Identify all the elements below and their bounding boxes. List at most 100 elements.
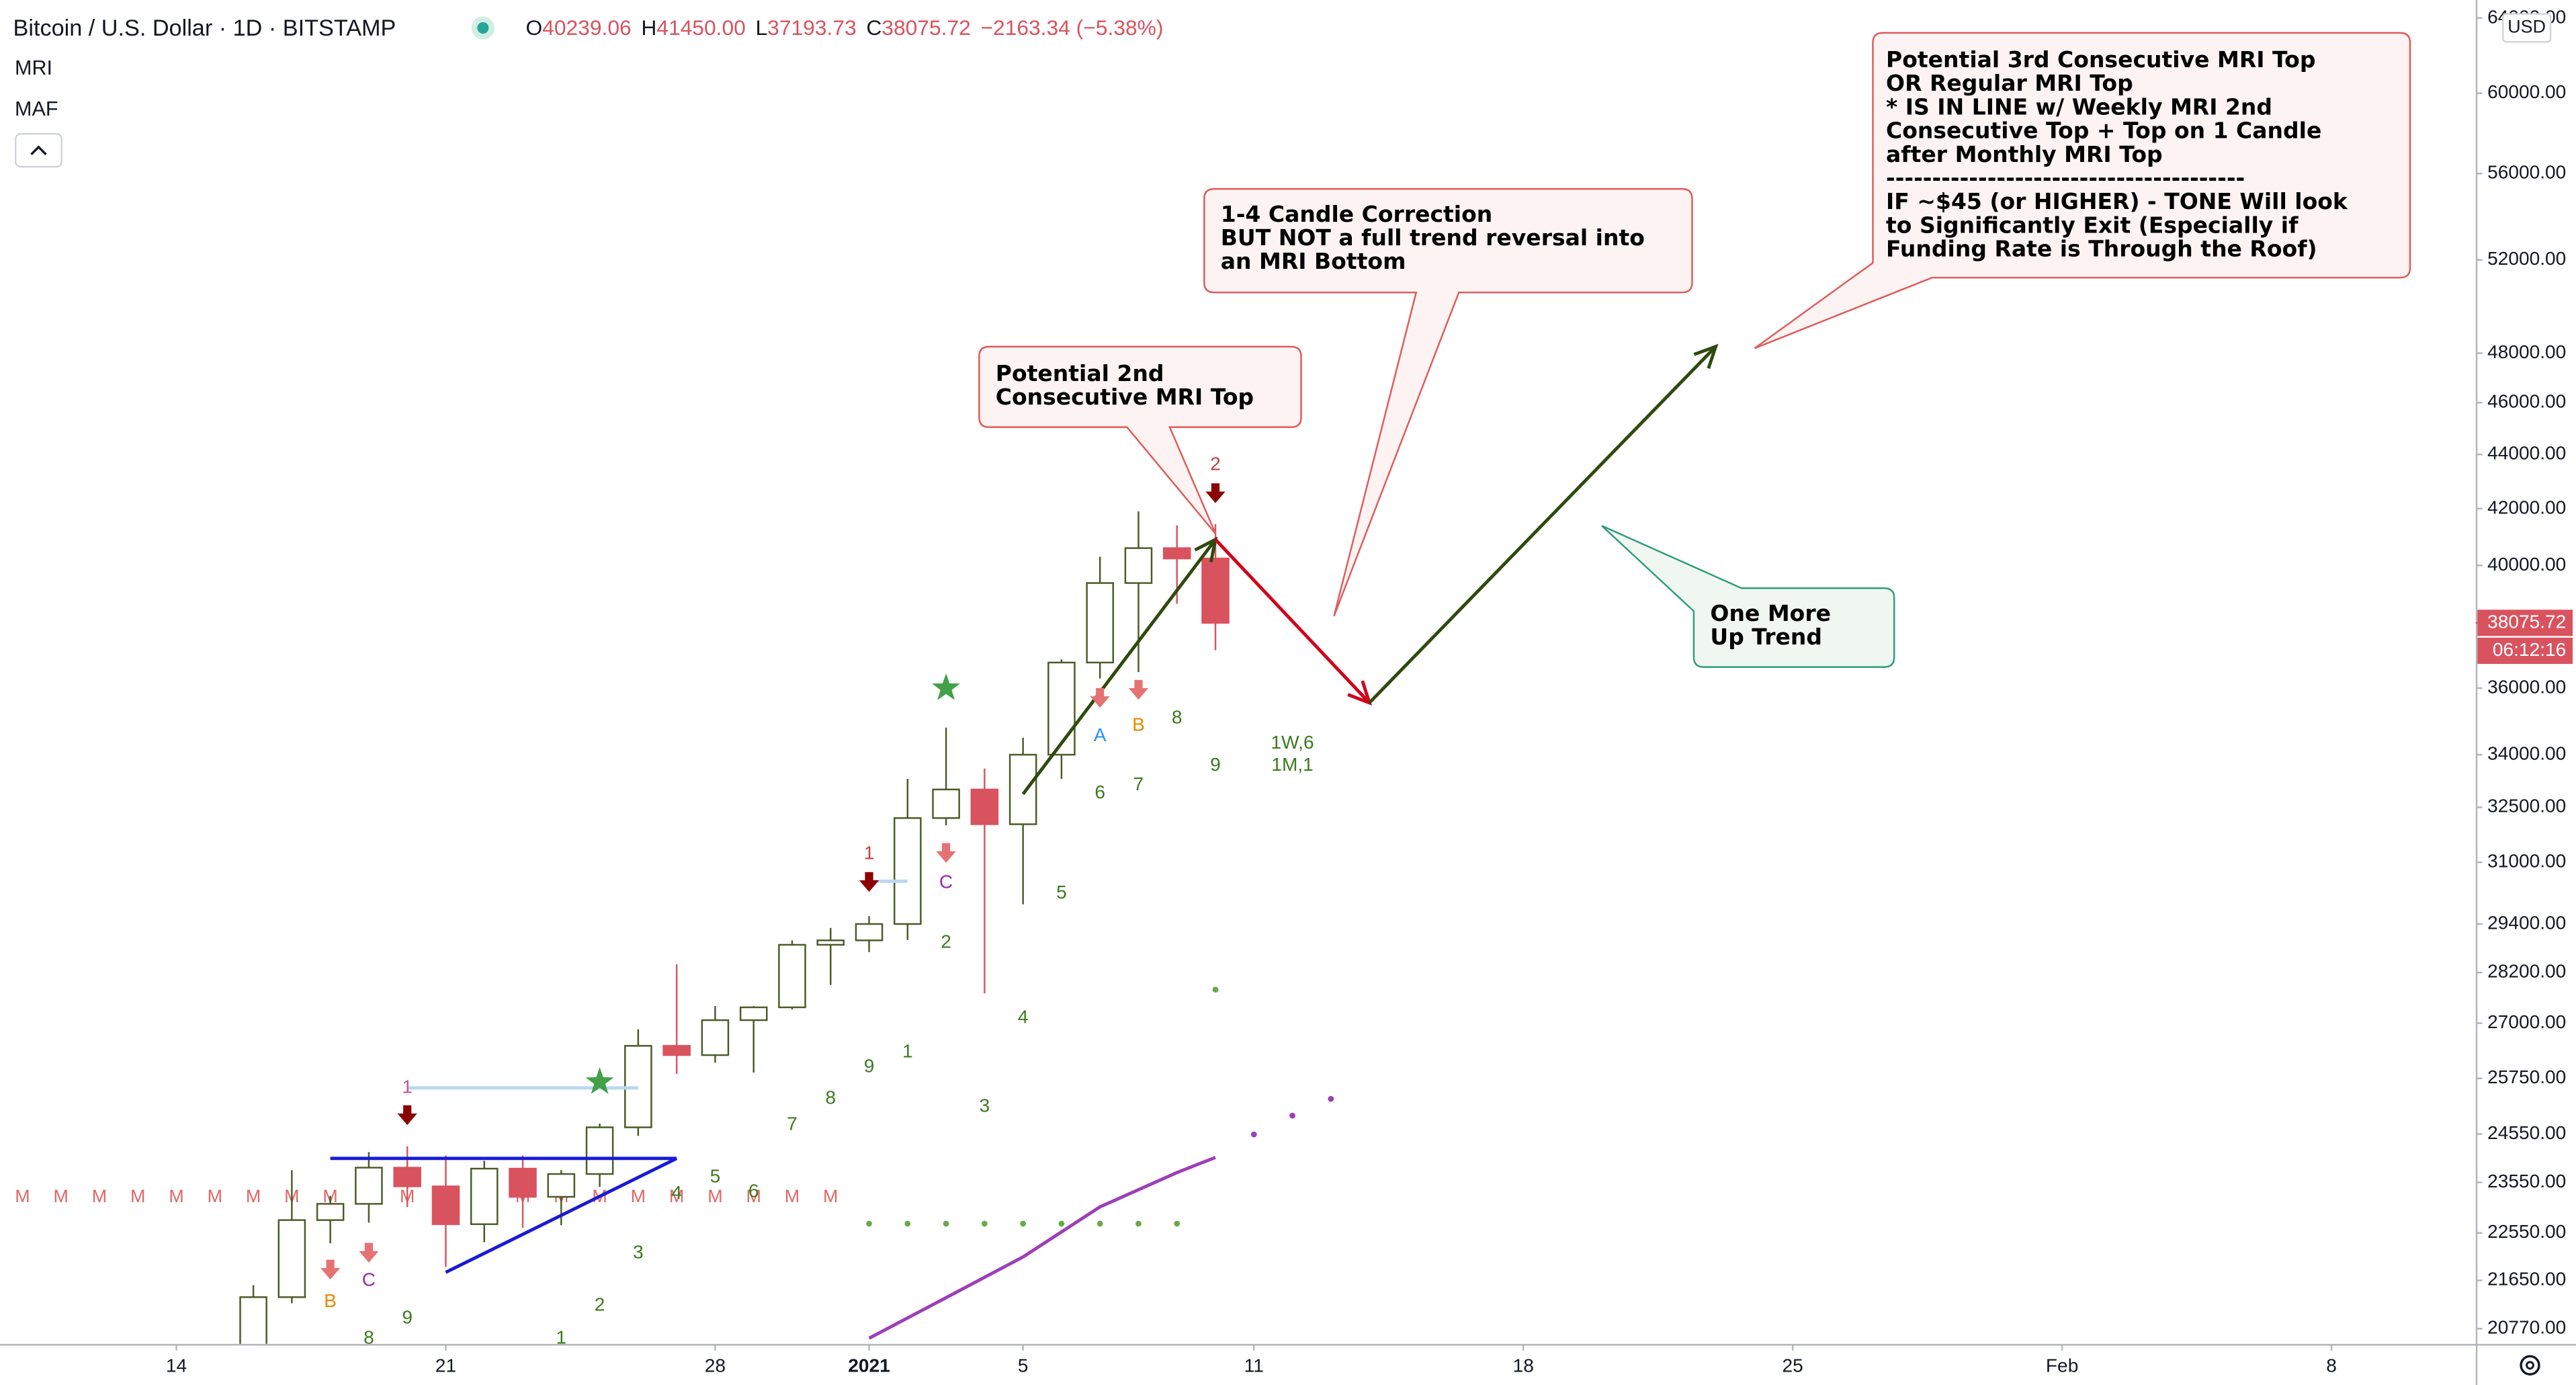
signal-arrow — [320, 1259, 341, 1280]
m-marker: M — [746, 1186, 761, 1206]
ohlc-value: 38075.72 — [882, 15, 971, 40]
m-marker: M — [208, 1186, 222, 1206]
x-tick-label: 18 — [1513, 1355, 1534, 1376]
signal-label: 1 — [902, 1041, 913, 1062]
m-marker: M — [130, 1186, 145, 1206]
candle-body — [1201, 557, 1230, 624]
signal-label: 1M,1 — [1271, 754, 1314, 775]
y-tick-label: 20770.00 — [2487, 1317, 2566, 1338]
countdown-box — [2477, 637, 2573, 664]
m-marker: M — [823, 1186, 838, 1206]
indicator-dot — [1328, 1095, 1334, 1102]
indicator-dot — [1058, 1220, 1065, 1227]
signal-label: 6 — [1094, 782, 1105, 802]
y-tick-label: 60000.00 — [2487, 81, 2566, 102]
signal-label: 5 — [710, 1166, 721, 1187]
callout-text: Up Trend — [1710, 624, 1822, 650]
candle-body — [894, 817, 922, 925]
y-tick-label: 52000.00 — [2487, 248, 2566, 269]
ohlc-key: C — [866, 15, 882, 40]
callout-text: * IS IN LINE w/ Weekly MRI 2nd — [1886, 93, 2272, 120]
indicator-dot — [981, 1220, 988, 1227]
currency-button[interactable] — [2501, 13, 2552, 43]
y-tick-label: 46000.00 — [2487, 391, 2566, 412]
maf-line — [868, 1156, 1216, 1340]
y-tick-label: 31000.00 — [2487, 851, 2566, 872]
callout-text: IF ~$45 (or HIGHER) - TONE Will look — [1886, 188, 2348, 214]
candle-body — [932, 788, 960, 819]
y-tick-label: 56000.00 — [2487, 162, 2566, 183]
status-dot-core — [477, 22, 489, 34]
candle-body — [277, 1219, 306, 1298]
candle-body — [1086, 582, 1114, 664]
y-tick-label: 32500.00 — [2487, 796, 2566, 816]
y-tick-label: 29400.00 — [2487, 912, 2566, 933]
arrow-head — [1347, 680, 1372, 706]
y-tick-label: 24550.00 — [2487, 1122, 2566, 1143]
last-price: 38075.72 — [2487, 611, 2566, 632]
indicator-dot — [1020, 1220, 1027, 1227]
signal-label: 8 — [363, 1327, 374, 1347]
m-marker: M — [669, 1186, 684, 1206]
candle-body — [739, 1006, 768, 1021]
trend-line — [445, 1157, 678, 1274]
signal-arrow — [359, 1243, 379, 1263]
callout-box — [1754, 32, 2411, 349]
indicator-dot — [1174, 1220, 1180, 1227]
m-marker: M — [631, 1186, 646, 1206]
candle-body — [393, 1167, 421, 1187]
y-tick-label: 21650.00 — [2487, 1269, 2566, 1290]
ohlc-key: H — [641, 15, 656, 40]
signal-arrow — [1090, 687, 1110, 708]
signal-arrow — [397, 1105, 417, 1126]
arrow-head — [1693, 343, 1719, 369]
last-price-box — [2477, 610, 2573, 636]
settings-icon[interactable] — [2520, 1355, 2540, 1376]
candle-body — [1124, 547, 1153, 584]
signal-label: 1 — [864, 842, 875, 863]
y-tick-label: 23550.00 — [2487, 1171, 2566, 1191]
candle-body — [355, 1167, 383, 1205]
signal-label: C — [939, 872, 953, 892]
m-marker: M — [169, 1186, 183, 1206]
callout-text: --------------------------------------- — [1886, 165, 2245, 191]
y-tick-label: 36000.00 — [2487, 676, 2566, 697]
signal-label: 3 — [980, 1095, 990, 1116]
ohlc-value: 37193.73 — [767, 15, 857, 40]
y-tick-label: 22550.00 — [2487, 1221, 2566, 1242]
m-marker: M — [707, 1186, 722, 1206]
x-tick-label: 8 — [2326, 1355, 2337, 1376]
signal-label: 9 — [402, 1307, 413, 1328]
y-tick-label: 48000.00 — [2487, 341, 2566, 362]
signal-arrow — [936, 843, 956, 863]
y-tick-label: 44000.00 — [2487, 443, 2566, 464]
signal-label: C — [362, 1269, 376, 1290]
candle-body — [1008, 753, 1037, 825]
signal-label: 2 — [941, 931, 951, 952]
candle-body — [239, 1296, 267, 1344]
callout-text: BUT NOT a full trend reversal into — [1221, 224, 1645, 251]
signal-arrow — [1205, 483, 1226, 503]
indicator-dot — [866, 1220, 872, 1227]
indicator-dot — [1289, 1112, 1295, 1119]
signal-label: A — [1094, 724, 1107, 745]
candle-body — [701, 1019, 730, 1056]
indicator-dot — [904, 1220, 911, 1227]
collapse-button[interactable] — [15, 133, 62, 168]
currency: USD — [2507, 17, 2546, 37]
y-tick-label: 25750.00 — [2487, 1066, 2566, 1087]
callout-text: Potential 2nd — [996, 360, 1164, 386]
candle-body — [1047, 661, 1076, 756]
candle-body — [316, 1203, 345, 1221]
candle-body — [970, 788, 999, 825]
callout-box — [978, 345, 1302, 535]
callout-text: to Significantly Exit (Especially if — [1886, 212, 2299, 238]
ohlc-key: L — [755, 15, 767, 40]
m-marker: M — [53, 1186, 68, 1206]
signal-star — [585, 1067, 614, 1094]
signal-label: 9 — [1210, 754, 1221, 775]
indicator-dot — [1250, 1131, 1257, 1138]
indicator-dot — [1097, 1220, 1103, 1227]
